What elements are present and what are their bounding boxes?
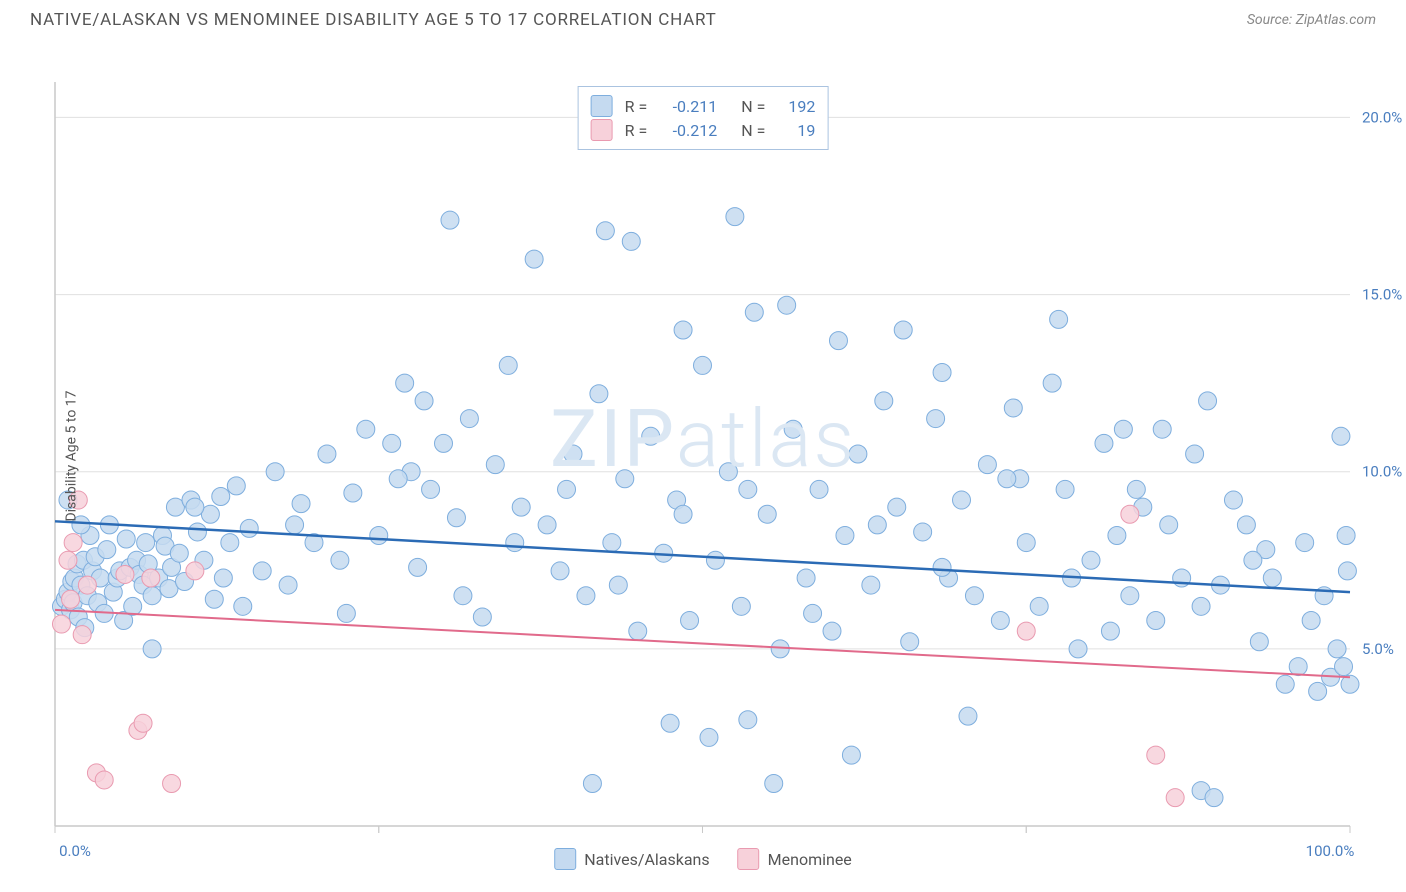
chart-area: Disability Age 5 to 17 ZIPatlas 5.0%10.0… bbox=[0, 36, 1406, 876]
chart-title: NATIVE/ALASKAN VS MENOMINEE DISABILITY A… bbox=[30, 10, 717, 30]
legend-n-label: N = bbox=[741, 121, 765, 140]
legend-swatch bbox=[591, 95, 613, 117]
series-legend-label: Menominee bbox=[768, 850, 852, 869]
legend-swatch bbox=[738, 848, 760, 870]
series-legend-item: Natives/Alaskans bbox=[554, 848, 709, 870]
legend-swatch bbox=[591, 119, 613, 141]
svg-text:20.0%: 20.0% bbox=[1362, 108, 1402, 126]
legend-n-label: N = bbox=[741, 97, 765, 116]
legend-r-label: R = bbox=[625, 121, 648, 140]
legend-r-value: -0.212 bbox=[659, 121, 717, 140]
legend-row: R = -0.211 N = 192 bbox=[591, 95, 816, 117]
svg-text:100.0%: 100.0% bbox=[1306, 842, 1355, 860]
y-axis-label: Disability Age 5 to 17 bbox=[64, 390, 80, 521]
svg-text:0.0%: 0.0% bbox=[59, 842, 91, 860]
legend-swatch bbox=[554, 848, 576, 870]
series-legend: Natives/Alaskans Menominee bbox=[554, 848, 852, 870]
legend-n-value: 19 bbox=[777, 121, 815, 140]
legend-n-value: 192 bbox=[777, 97, 815, 116]
scatter-plot-svg: 5.0% 10.0% 15.0% 20.0% 0.0% 100.0% bbox=[0, 36, 1406, 876]
source-attribution: Source: ZipAtlas.com bbox=[1247, 12, 1376, 28]
legend-r-value: -0.211 bbox=[659, 97, 717, 116]
svg-text:10.0%: 10.0% bbox=[1362, 463, 1402, 481]
correlation-legend: R = -0.211 N = 192 R = -0.212 N = 19 bbox=[578, 86, 829, 150]
svg-text:15.0%: 15.0% bbox=[1362, 286, 1402, 304]
series-legend-item: Menominee bbox=[738, 848, 852, 870]
svg-text:5.0%: 5.0% bbox=[1362, 640, 1394, 658]
legend-row: R = -0.212 N = 19 bbox=[591, 119, 816, 141]
series-legend-label: Natives/Alaskans bbox=[584, 850, 709, 869]
legend-r-label: R = bbox=[625, 97, 648, 116]
